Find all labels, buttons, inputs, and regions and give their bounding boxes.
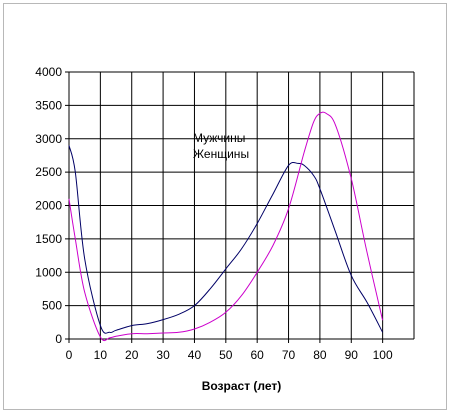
- series-line-women: [68, 111, 384, 342]
- y-tick-label: 2500: [35, 165, 62, 179]
- x-tick-label: 20: [125, 348, 139, 362]
- y-tick-labels: 0 500 1000 1500 2000 2500 3000 3500 4000: [35, 65, 62, 346]
- x-axis-label: Возраст (лет): [202, 379, 282, 393]
- y-tick-label: 4000: [35, 65, 62, 79]
- x-tick-label: 40: [188, 348, 202, 362]
- y-tick-label: 3000: [35, 132, 62, 146]
- y-tick-label: 500: [42, 299, 62, 313]
- series-line-men: [68, 145, 384, 334]
- chart-frame: 0 500 1000 1500 2000 2500 3000 3500 4000 0 10 20 30…: [3, 3, 447, 410]
- grid: [68, 71, 414, 340]
- legend: Мужчины Женщины: [193, 131, 249, 161]
- x-tick-label: 70: [282, 348, 296, 362]
- y-tick-label: 3500: [35, 98, 62, 112]
- y-tick-label: 0: [55, 332, 62, 346]
- y-tick-label: 1000: [35, 265, 62, 279]
- x-tick-label: 80: [313, 348, 327, 362]
- legend-entry-women: Женщины: [193, 147, 249, 161]
- y-tick-label: 1500: [35, 232, 62, 246]
- axes: [65, 71, 415, 343]
- legend-entry-men: Мужчины: [193, 131, 245, 145]
- x-tick-label: 100: [373, 348, 393, 362]
- x-tick-label: 30: [156, 348, 170, 362]
- x-tick-label: 50: [219, 348, 233, 362]
- x-tick-label: 10: [94, 348, 108, 362]
- x-tick-labels: 0 10 20 30 40 50 60 70 80 90 100: [66, 348, 393, 362]
- x-tick-label: 90: [345, 348, 359, 362]
- x-tick-label: 60: [251, 348, 265, 362]
- x-tick-label: 0: [66, 348, 73, 362]
- line-chart: 0 500 1000 1500 2000 2500 3000 3500 4000 0 10 20 30…: [35, 65, 415, 393]
- series-lines: [68, 111, 384, 342]
- y-tick-label: 2000: [35, 199, 62, 213]
